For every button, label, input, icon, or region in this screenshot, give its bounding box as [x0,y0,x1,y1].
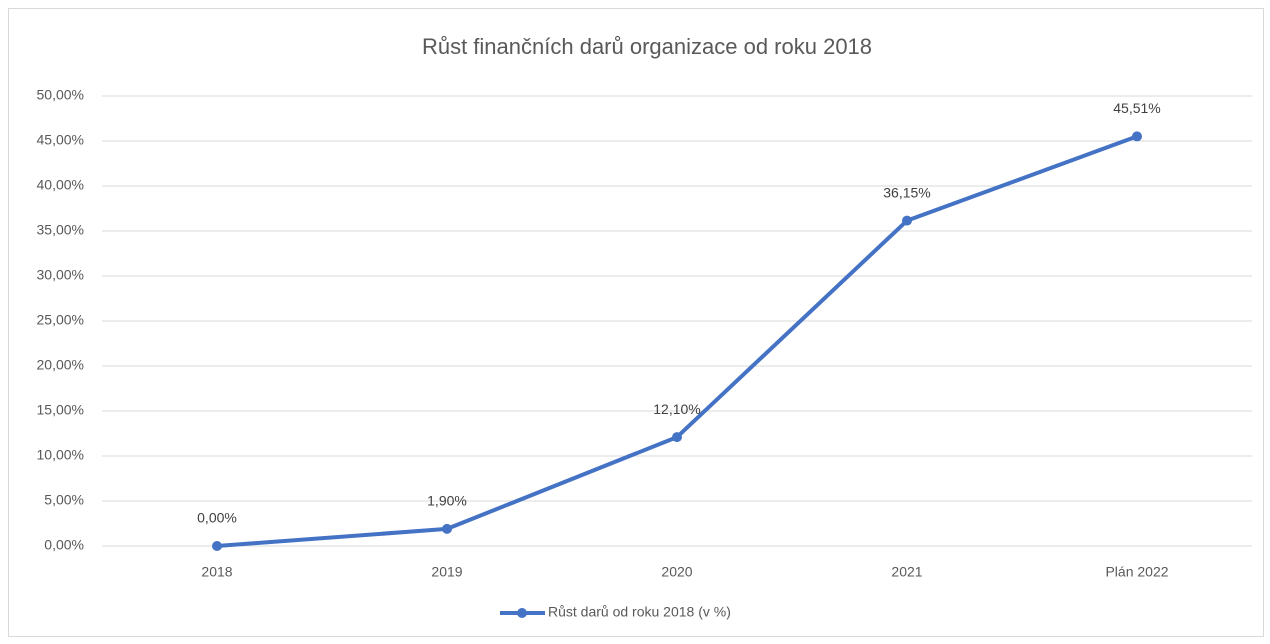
y-tick-label: 15,00% [37,402,84,418]
data-point [212,541,222,551]
x-tick-label: 2019 [431,564,462,580]
data-label: 0,00% [197,510,237,526]
data-label: 12,10% [653,401,700,417]
data-point [442,523,452,534]
y-tick-label: 50,00% [37,87,84,103]
y-tick-label: 5,00% [44,492,84,508]
y-tick-label: 10,00% [37,447,84,463]
data-label: 45,51% [1113,100,1160,116]
data-point [1132,131,1142,142]
x-tick-label: 2018 [201,564,232,580]
y-tick-label: 40,00% [37,177,84,193]
x-tick-label: 2021 [891,564,922,580]
legend-label: Růst darů od roku 2018 (v %) [548,604,731,620]
y-tick-label: 30,00% [37,267,84,283]
data-point [672,432,682,443]
x-tick-label: 2020 [661,564,692,580]
y-tick-label: 25,00% [37,312,84,328]
data-point [902,215,912,226]
y-tick-label: 35,00% [37,222,84,238]
data-label: 36,15% [883,184,930,200]
y-tick-label: 20,00% [37,357,84,373]
y-tick-label: 45,00% [37,132,84,148]
x-tick-label: Plán 2022 [1105,564,1168,580]
legend-marker [517,608,527,618]
chart-title: Růst finančních darů organizace od roku … [422,34,872,59]
data-label: 1,90% [427,493,467,509]
chart-border [8,8,1264,637]
y-tick-label: 0,00% [44,537,84,553]
